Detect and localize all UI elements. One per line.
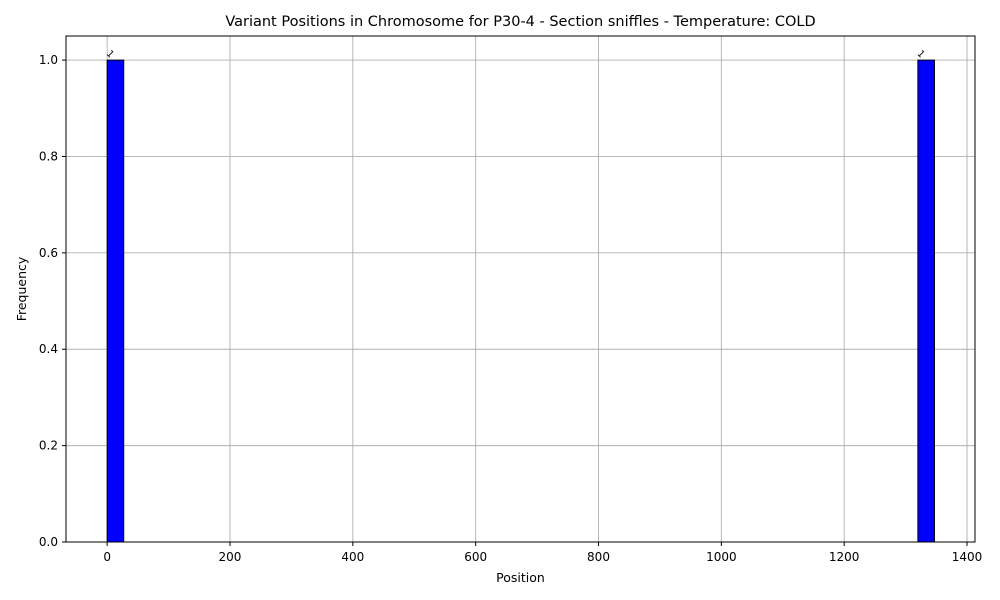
- x-axis-ticks: 0 200 400 600 800 1000 1200 1400: [103, 542, 982, 564]
- x-tick-label: 400: [341, 550, 364, 564]
- chart-title: Variant Positions in Chromosome for P30-…: [225, 14, 815, 30]
- bar-value-label: 1: [915, 48, 927, 60]
- x-tick-label: 600: [464, 550, 487, 564]
- axes-frame: [65, 35, 976, 543]
- x-tick-label: 0: [103, 550, 111, 564]
- x-tick-label: 1200: [829, 550, 860, 564]
- y-tick-label: 0.0: [39, 535, 58, 549]
- y-axis-label: Frequency: [14, 256, 29, 321]
- bars: [106, 59, 935, 543]
- x-tick-label: 800: [587, 550, 610, 564]
- y-tick-label: 0.6: [39, 246, 58, 260]
- y-tick-label: 0.4: [39, 342, 58, 356]
- x-axis-label: Position: [496, 570, 545, 585]
- y-tick-label: 0.8: [39, 149, 58, 163]
- histogram-bar: [917, 59, 935, 543]
- y-tick-label: 0.2: [39, 439, 58, 453]
- y-tick-label: 1.0: [39, 53, 58, 67]
- plot-frame: [65, 35, 976, 543]
- bar-value-label: 1: [104, 48, 116, 60]
- x-tick-label: 200: [219, 550, 242, 564]
- histogram-bar: [106, 59, 125, 543]
- x-tick-label: 1000: [706, 550, 737, 564]
- y-axis-ticks: 0.0 0.2 0.4 0.6 0.8 1.0: [39, 53, 66, 549]
- x-tick-label: 1400: [952, 550, 983, 564]
- grid-lines: [66, 36, 975, 543]
